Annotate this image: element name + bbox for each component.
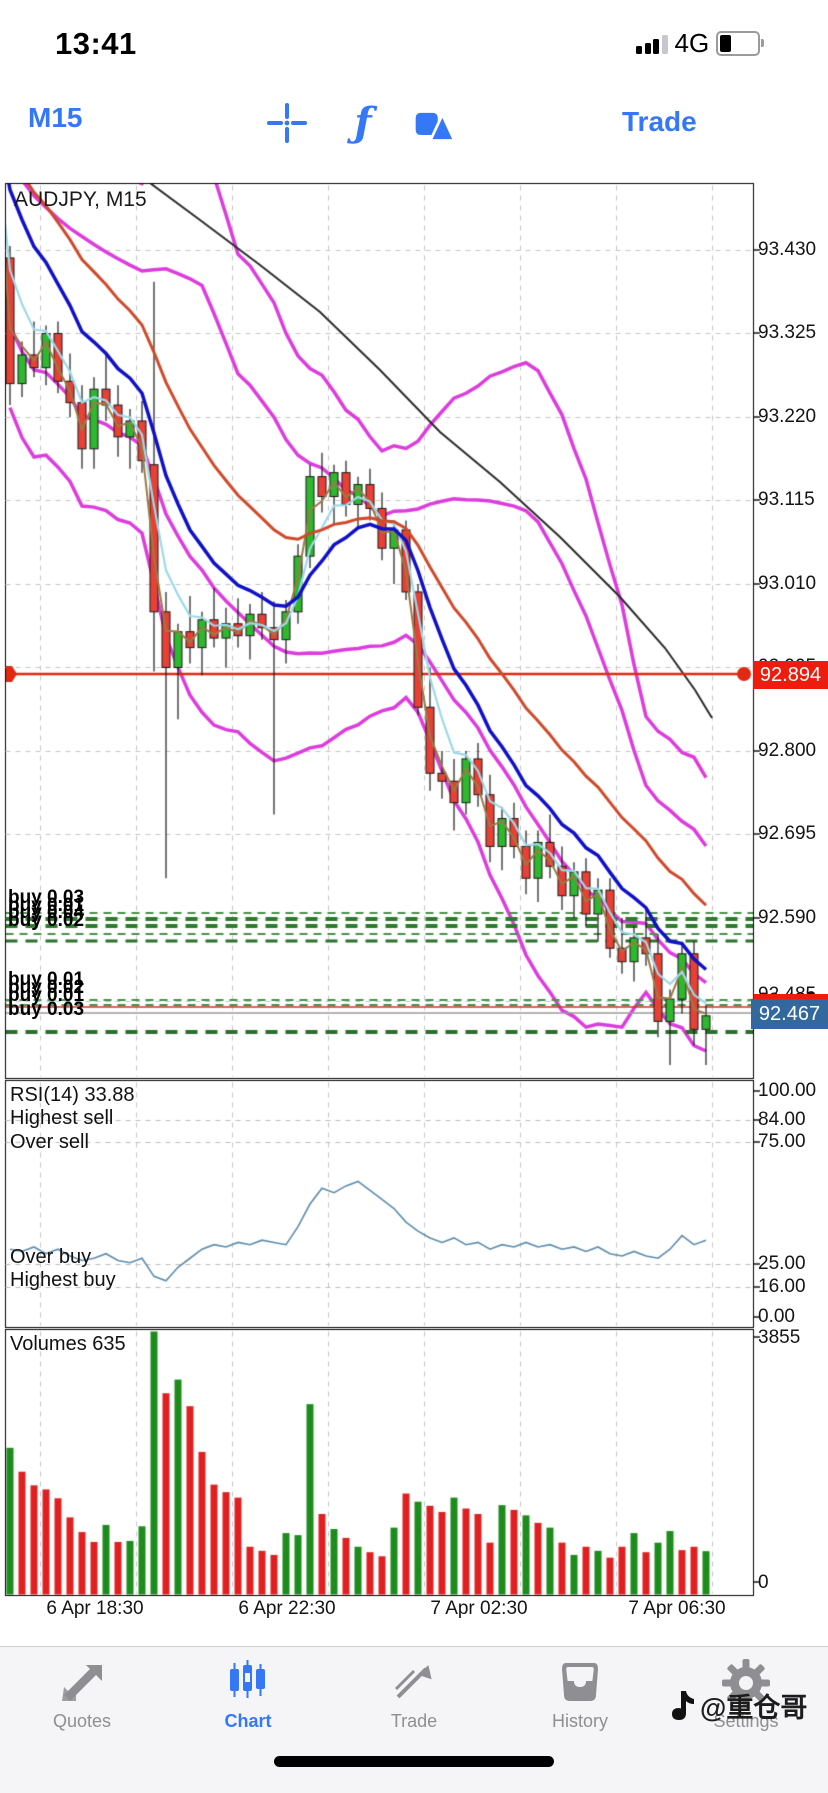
tab-chart[interactable]: Chart	[188, 1657, 308, 1732]
rsi-tick-label: 75.00	[758, 1131, 806, 1152]
rsi-over-buy-label: Over buy	[10, 1246, 92, 1268]
price-tick-label: 92.800	[758, 740, 817, 761]
current-price-badge: 92.467	[751, 999, 828, 1029]
objects-icon[interactable]	[412, 100, 458, 146]
settings-icon	[686, 1657, 806, 1709]
rsi-title: RSI(14) 33.88	[10, 1084, 135, 1106]
time-tick-label: 6 Apr 22:30	[238, 1598, 336, 1619]
timeframe-button[interactable]: M15	[28, 102, 83, 133]
rsi-tick-label: 84.00	[758, 1109, 806, 1130]
home-indicator[interactable]	[274, 1756, 554, 1767]
trade-icon	[354, 1657, 474, 1709]
tab-bar: Quotes Chart	[0, 1646, 828, 1793]
network-type: 4G	[674, 27, 710, 58]
battery-icon	[716, 30, 765, 56]
tab-label: Trade	[390, 1711, 438, 1731]
time-tick-label: 7 Apr 02:30	[430, 1598, 528, 1619]
price-tick-label: 92.695	[758, 823, 817, 844]
buy-position-label: buy 0.02	[8, 910, 85, 931]
tab-trade[interactable]: Trade	[354, 1657, 474, 1732]
rsi-tick-label: 16.00	[758, 1276, 806, 1297]
price-tick-label: 93.010	[758, 573, 817, 594]
buy-position-label: buy 0.01	[8, 985, 85, 1006]
buy-position-label: buy 0.01	[8, 969, 85, 990]
tab-label: Quotes	[52, 1711, 112, 1731]
price-tick-label: 93.220	[758, 406, 817, 427]
buy-position-label: buy 0.01	[8, 895, 85, 916]
watermark-text: @重仓哥	[700, 1693, 808, 1723]
volume-max-label: 3855	[758, 1327, 801, 1348]
time-tick-label: 7 Apr 06:30	[628, 1598, 726, 1619]
rsi-tick-label: 0.00	[758, 1306, 795, 1327]
indicators-icon[interactable]: ƒ	[354, 99, 372, 146]
volumes-title: Volumes 635	[10, 1333, 126, 1355]
price-tick-label: 93.325	[758, 322, 817, 343]
tab-label: Settings	[713, 1711, 779, 1731]
buy-position-label: buy 0.03	[8, 887, 85, 908]
rsi-over-sell-label: Over sell	[10, 1131, 89, 1153]
price-tick-label: 93.115	[758, 489, 815, 510]
tab-quotes[interactable]: Quotes	[22, 1657, 142, 1732]
watermark: @重仓哥	[668, 1686, 807, 1725]
status-indicators: 4G	[636, 28, 816, 58]
crosshair-icon[interactable]	[264, 100, 310, 146]
quotes-icon	[22, 1657, 142, 1709]
price-tick-label: 92.590	[758, 907, 817, 928]
rsi-highest-buy-label: Highest buy	[10, 1269, 116, 1291]
music-note-icon	[672, 1690, 694, 1720]
symbol-label: AUDJPY, M15	[14, 188, 147, 211]
buy-position-label: buy 0.03	[8, 999, 85, 1020]
tab-label: Chart	[224, 1711, 272, 1731]
trade-button[interactable]: Trade	[622, 106, 697, 137]
buy-position-label: buy 0.02	[8, 977, 85, 998]
time-tick-label: 6 Apr 18:30	[46, 1598, 144, 1619]
rsi-highest-sell-label: Highest sell	[10, 1107, 114, 1129]
history-icon	[520, 1657, 640, 1709]
rsi-tick-label: 25.00	[758, 1253, 806, 1274]
rsi-tick-label: 100.00	[758, 1080, 817, 1101]
chart-icon	[188, 1657, 308, 1709]
status-time: 13:41	[55, 26, 137, 61]
signal-strength-icon	[636, 32, 668, 54]
price-tick-label: 93.430	[758, 239, 817, 260]
order-price-badge: 92.894	[753, 661, 828, 689]
volume-min-label: 0	[758, 1572, 769, 1593]
buy-position-label: buy 0.04	[8, 902, 85, 923]
tab-label: History	[551, 1711, 608, 1731]
tab-settings[interactable]: Settings	[686, 1657, 806, 1732]
tab-history[interactable]: History	[520, 1657, 640, 1732]
